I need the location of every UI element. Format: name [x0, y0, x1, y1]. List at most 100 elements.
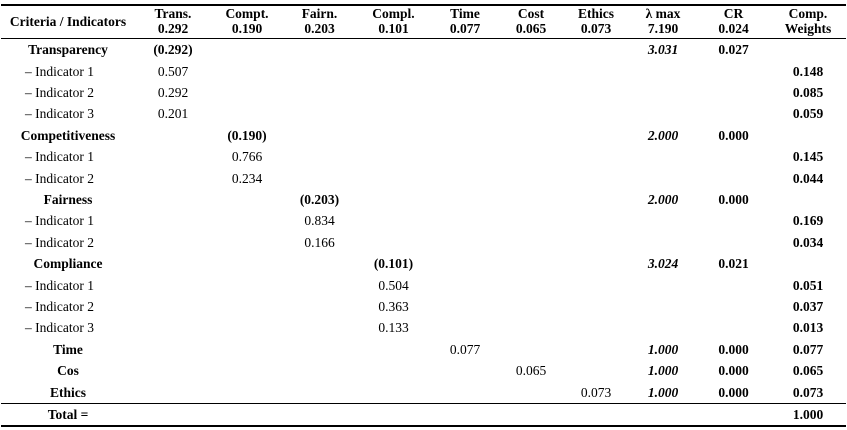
empty-cell	[356, 382, 431, 404]
table-row-14: – Indicator 3 0.133 0.013	[1, 317, 846, 338]
empty-cell	[356, 189, 431, 210]
table-row-5: Competitiveness (0.190) 2.000 0.000	[1, 125, 846, 146]
value-cell: 0.021	[718, 256, 749, 272]
column-header-line2: 0.101	[378, 20, 409, 36]
empty-cell	[563, 360, 629, 381]
column-header-4: Compl. 0.101	[356, 5, 431, 40]
value-cell: 0.292	[157, 85, 189, 100]
table-row-18: Total = 1.000	[1, 403, 846, 427]
empty-cell	[211, 82, 283, 103]
empty-cell	[283, 360, 356, 381]
empty-cell	[431, 296, 499, 317]
empty-cell	[211, 39, 283, 61]
empty-cell	[283, 296, 356, 317]
empty-cell	[563, 39, 629, 61]
empty-cell	[499, 103, 563, 124]
value-cell: 1.000	[647, 341, 679, 357]
column-header-line1: CR	[723, 6, 744, 21]
table-row-1: Transparency (0.292) 3.031 0.027	[1, 39, 846, 61]
empty-cell	[283, 61, 356, 82]
empty-cell	[211, 275, 283, 296]
empty-cell	[356, 146, 431, 167]
column-header-line1: Compt.	[225, 6, 269, 21]
row-label: Ethics	[49, 384, 86, 400]
row-label: Transparency	[28, 42, 108, 58]
empty-cell	[499, 275, 563, 296]
value-cell: 1.000	[647, 384, 679, 400]
value-cell: 0.085	[792, 85, 824, 100]
column-header-line2: 7.190	[647, 20, 679, 36]
column-header-line1: Compl.	[372, 6, 415, 21]
column-header-8: λ max 7.190	[629, 5, 697, 40]
ahp-weights-table: Criteria / Indicators Trans. 0.292 Compt. 0…	[1, 4, 846, 428]
table-row-7: – Indicator 2 0.234 0.044	[1, 168, 846, 189]
empty-cell	[283, 403, 356, 427]
empty-cell	[211, 103, 283, 124]
empty-cell	[283, 253, 356, 274]
empty-cell	[499, 61, 563, 82]
empty-cell	[499, 296, 563, 317]
table-row-3: – Indicator 2 0.292 0.085	[1, 82, 846, 103]
row-label: Cos	[57, 363, 79, 379]
empty-cell	[629, 296, 697, 317]
empty-cell	[356, 39, 431, 61]
value-cell: 0.507	[157, 63, 189, 79]
empty-cell	[563, 296, 629, 317]
empty-cell	[697, 275, 770, 296]
empty-cell	[499, 339, 563, 360]
empty-cell	[211, 189, 283, 210]
table-row-2: – Indicator 1 0.507 0.148	[1, 61, 846, 82]
empty-cell	[283, 317, 356, 338]
empty-cell	[135, 210, 211, 231]
empty-cell	[629, 317, 697, 338]
empty-cell	[770, 253, 846, 274]
empty-cell	[211, 296, 283, 317]
value-cell: 0.169	[792, 213, 824, 229]
empty-cell	[697, 103, 770, 124]
empty-cell	[499, 403, 563, 427]
column-header-line2: 0.065	[515, 20, 547, 36]
value-cell: 1.000	[647, 363, 679, 379]
value-cell: 0.234	[231, 170, 263, 186]
value-cell: 0.000	[718, 384, 749, 400]
column-header-line1: Time	[450, 6, 480, 21]
value-cell: 0.148	[792, 63, 824, 79]
empty-cell	[356, 125, 431, 146]
column-header-line1: Ethics	[577, 6, 614, 21]
empty-cell	[211, 61, 283, 82]
empty-cell	[211, 339, 283, 360]
empty-cell	[629, 61, 697, 82]
empty-cell	[283, 82, 356, 103]
empty-cell	[563, 403, 629, 427]
empty-cell	[499, 382, 563, 404]
empty-cell	[563, 125, 629, 146]
table-row-10: – Indicator 2 0.166 0.034	[1, 232, 846, 253]
value-cell: 2.000	[647, 127, 679, 143]
empty-cell	[563, 146, 629, 167]
value-cell: (0.292)	[153, 42, 193, 58]
empty-cell	[283, 168, 356, 189]
empty-cell	[283, 339, 356, 360]
empty-cell	[629, 403, 697, 427]
table-header: Criteria / Indicators Trans. 0.292 Compt. 0…	[1, 5, 846, 40]
empty-cell	[135, 296, 211, 317]
column-header-6: Cost 0.065	[499, 5, 563, 40]
column-header-5: Time 0.077	[431, 5, 499, 40]
column-header-line2: 0.203	[304, 20, 335, 36]
value-cell: 0.059	[792, 106, 824, 122]
criteria-indicators-header: Criteria / Indicators	[1, 5, 135, 40]
empty-cell	[135, 253, 211, 274]
empty-cell	[356, 103, 431, 124]
column-header-9: CR 0.024	[697, 5, 770, 40]
column-header-line1: Fairn.	[301, 6, 338, 21]
empty-cell	[629, 146, 697, 167]
empty-cell	[135, 360, 211, 381]
row-label: – Indicator 1	[25, 213, 94, 229]
value-cell: 0.077	[792, 341, 824, 357]
column-header-3: Fairn. 0.203	[283, 5, 356, 40]
table-row-8: Fairness (0.203) 2.000 0.000	[1, 189, 846, 210]
row-label: – Indicator 1	[25, 149, 94, 165]
table-row-11: Compliance (0.101) 3.024 0.021	[1, 253, 846, 274]
empty-cell	[563, 232, 629, 253]
column-header-7: Ethics 0.073	[563, 5, 629, 40]
